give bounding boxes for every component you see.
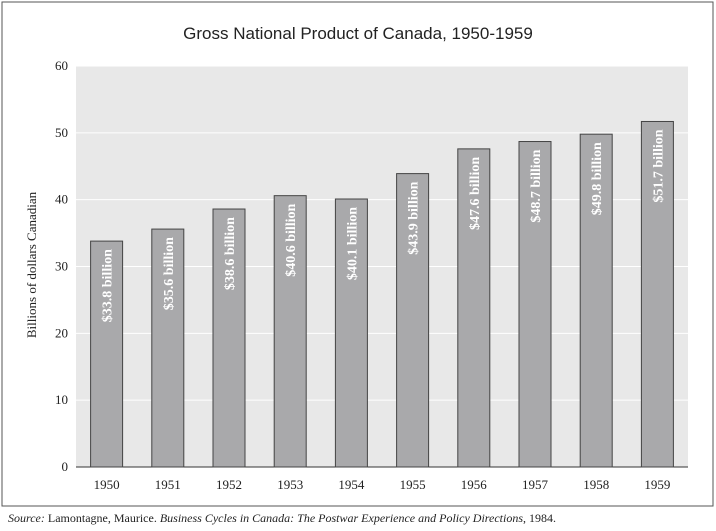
x-tick-label: 1953 <box>277 477 303 492</box>
x-tick-label: 1958 <box>583 477 609 492</box>
bar <box>457 148 491 468</box>
value-label: $51.7 billion <box>651 129 666 202</box>
bar <box>396 173 430 468</box>
y-axis-label: Billions of dollars Canadian <box>24 191 39 338</box>
value-label: $35.6 billion <box>162 237 177 310</box>
x-tick-label: 1954 <box>338 477 365 492</box>
bar <box>334 198 368 468</box>
bar <box>518 141 552 468</box>
bar <box>273 195 307 468</box>
chart-title: Gross National Product of Canada, 1950-1… <box>183 24 533 43</box>
bar <box>579 133 613 468</box>
x-tick-label: 1951 <box>155 477 181 492</box>
value-label: $47.6 billion <box>468 157 483 230</box>
value-label: $43.9 billion <box>407 181 422 254</box>
value-label: $33.8 billion <box>101 249 116 322</box>
x-tick-label: 1957 <box>522 477 549 492</box>
y-tick-label: 30 <box>55 259 68 274</box>
x-tick-label: 1956 <box>461 477 488 492</box>
x-tick-label: 1952 <box>216 477 242 492</box>
y-tick-label: 0 <box>62 459 69 474</box>
bar <box>151 228 185 468</box>
bar <box>90 240 124 468</box>
source-rest: , 1984. <box>523 511 556 525</box>
source-note: Source: Lamontagne, Maurice. Business Cy… <box>8 511 556 525</box>
x-tick-label: 1959 <box>644 477 670 492</box>
y-tick-label: 40 <box>55 192 68 207</box>
source-author: Lamontagne, Maurice. <box>48 511 157 525</box>
x-tick-label: 1950 <box>94 477 120 492</box>
value-label: $40.6 billion <box>284 203 299 276</box>
y-tick-label: 60 <box>55 58 68 73</box>
value-label: $49.8 billion <box>590 142 605 215</box>
source-label: Source: <box>8 511 45 525</box>
bar <box>640 120 674 468</box>
y-tick-label: 50 <box>55 125 68 140</box>
y-tick-label: 10 <box>55 392 68 407</box>
x-tick-label: 1955 <box>400 477 426 492</box>
value-label: $40.1 billion <box>345 207 360 280</box>
value-label: $38.6 billion <box>223 217 238 290</box>
source-work: Business Cycles in Canada: The Postwar E… <box>160 511 523 525</box>
y-tick-label: 20 <box>55 325 68 340</box>
value-label: $48.7 billion <box>529 149 544 222</box>
bar <box>212 208 246 468</box>
